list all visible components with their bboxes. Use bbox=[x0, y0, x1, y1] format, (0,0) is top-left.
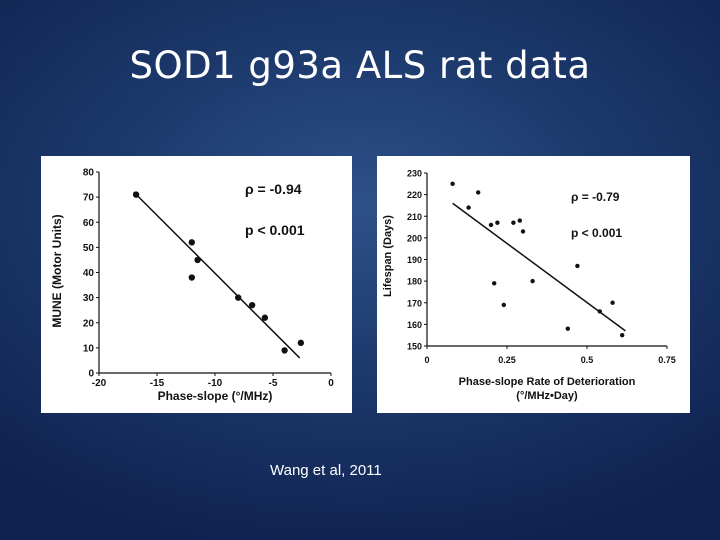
data-point bbox=[565, 326, 570, 331]
y-tick-label: 0 bbox=[88, 369, 94, 380]
data-point bbox=[466, 205, 471, 210]
y-tick-label: 190 bbox=[407, 255, 422, 265]
x-axis-label-units: (°/MHz•Day) bbox=[516, 390, 578, 402]
y-tick-label: 150 bbox=[407, 342, 422, 352]
data-point bbox=[488, 222, 494, 228]
data-point bbox=[297, 339, 305, 347]
y-tick-label: 230 bbox=[407, 169, 422, 179]
x-tick-label: 0.75 bbox=[658, 355, 676, 365]
data-point bbox=[450, 181, 455, 187]
correlation-annotation: ρ = -0.79 bbox=[571, 190, 620, 204]
y-tick-label: 60 bbox=[83, 218, 95, 229]
p-value-annotation: p < 0.001 bbox=[571, 226, 622, 240]
chart-panel-lifespan: 0 0.25 0.5 0.75 150 160 170 180 190 200 210 220 230 P… bbox=[377, 156, 690, 413]
x-tick-label: -15 bbox=[150, 378, 165, 389]
data-point bbox=[476, 190, 481, 195]
y-tick-label: 80 bbox=[83, 168, 95, 179]
y-tick-label: 180 bbox=[407, 277, 422, 287]
y-axis-label: MUNE (Motor Units) bbox=[50, 214, 64, 327]
chart-panel-mune: -20 -15 -10 -5 0 0 10 20 30 40 50 60 70 80 Phase-slope… bbox=[41, 156, 352, 413]
y-tick-label: 40 bbox=[83, 268, 95, 279]
y-tick-label: 170 bbox=[407, 298, 422, 308]
y-tick-label: 220 bbox=[407, 190, 422, 200]
slide-title: SOD1 g93a ALS rat data bbox=[129, 44, 591, 87]
data-point bbox=[520, 229, 526, 234]
x-tick-label: 0 bbox=[328, 378, 334, 389]
data-point bbox=[511, 220, 516, 225]
data-point bbox=[597, 309, 602, 314]
data-point bbox=[610, 300, 615, 305]
data-point bbox=[517, 218, 522, 223]
data-point bbox=[132, 191, 140, 198]
y-axis-label: Lifespan (Days) bbox=[382, 215, 394, 297]
x-tick-label: -20 bbox=[92, 378, 107, 389]
data-point bbox=[261, 314, 269, 321]
chart-lifespan-vs-deterioration: 0 0.25 0.5 0.75 150 160 170 180 190 200 210 220 230 P… bbox=[382, 169, 676, 403]
y-tick-label: 20 bbox=[83, 318, 95, 329]
data-point bbox=[248, 301, 256, 309]
y-tick-label: 10 bbox=[83, 343, 95, 354]
correlation-annotation: ρ = -0.94 bbox=[245, 181, 302, 197]
citation-text: Wang et al, 2011 bbox=[270, 462, 382, 479]
data-point bbox=[188, 239, 195, 246]
y-tick-label: 160 bbox=[407, 320, 422, 330]
p-value-annotation: p < 0.001 bbox=[245, 222, 305, 238]
data-point bbox=[188, 274, 195, 281]
data-point bbox=[530, 278, 535, 284]
data-point bbox=[620, 332, 625, 338]
data-point bbox=[575, 263, 580, 269]
y-tick-label: 50 bbox=[83, 243, 95, 254]
data-point bbox=[281, 347, 288, 354]
x-tick-label: -10 bbox=[208, 378, 223, 389]
data-point bbox=[495, 220, 500, 225]
y-tick-label: 200 bbox=[407, 233, 422, 243]
data-point bbox=[235, 294, 242, 301]
data-point bbox=[194, 256, 201, 264]
x-tick-label: 0.25 bbox=[498, 355, 516, 365]
x-tick-label: 0 bbox=[424, 355, 429, 365]
x-tick-label: -5 bbox=[269, 378, 278, 389]
data-point bbox=[501, 302, 506, 308]
y-tick-label: 210 bbox=[407, 212, 422, 222]
data-point bbox=[492, 281, 497, 286]
y-tick-label: 30 bbox=[83, 293, 95, 304]
trend-line bbox=[452, 202, 626, 332]
x-axis-label: Phase-slope (°/MHz) bbox=[158, 389, 273, 403]
y-tick-label: 70 bbox=[83, 193, 95, 204]
x-axis-label: Phase-slope Rate of Deterioration bbox=[459, 376, 636, 388]
x-tick-label: 0.5 bbox=[581, 355, 594, 365]
trend-line bbox=[133, 191, 301, 359]
chart-mune-vs-phase-slope: -20 -15 -10 -5 0 0 10 20 30 40 50 60 70 80 Phase-slope… bbox=[50, 168, 334, 404]
